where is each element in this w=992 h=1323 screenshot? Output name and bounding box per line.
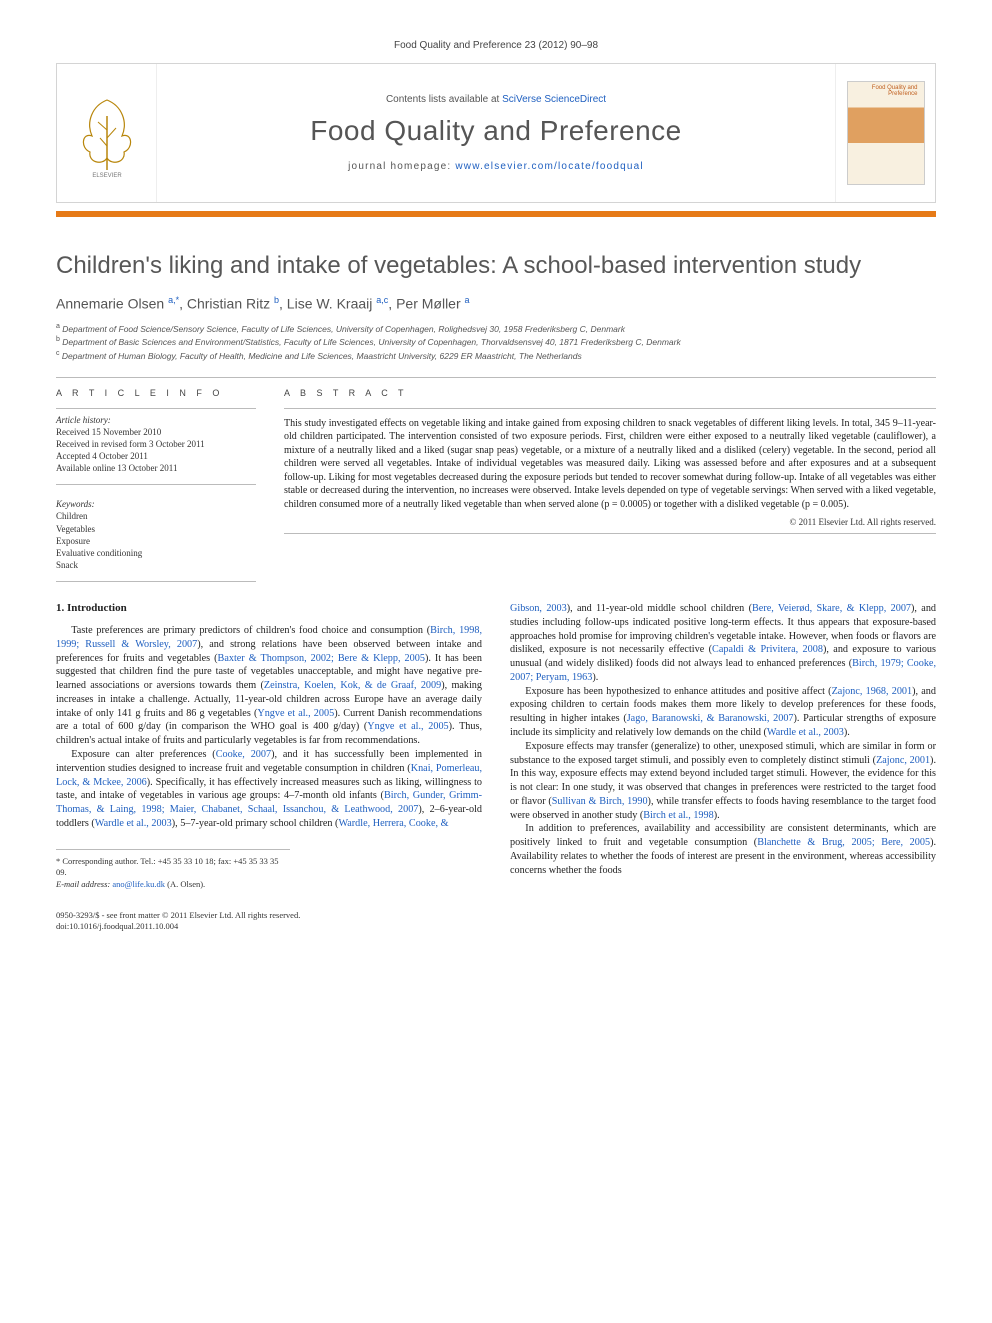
contents-lists-line: Contents lists available at SciVerse Sci… <box>386 94 606 105</box>
keyword: Evaluative conditioning <box>56 547 256 559</box>
affiliation: c Department of Human Biology, Faculty o… <box>56 349 936 363</box>
history-label: Article history: <box>56 415 256 425</box>
divider <box>56 484 256 485</box>
article-info-heading: A R T I C L E I N F O <box>56 388 256 398</box>
sciencedirect-link[interactable]: SciVerse ScienceDirect <box>502 94 606 105</box>
journal-banner: ELSEVIER Contents lists available at Sci… <box>56 63 936 203</box>
body-paragraph: Exposure has been hypothesized to enhanc… <box>510 685 936 740</box>
corresponding-author: * Corresponding author. Tel.: +45 35 33 … <box>56 856 290 879</box>
journal-homepage-link[interactable]: www.elsevier.com/locate/foodqual <box>455 161 643 172</box>
body-paragraph: Exposure can alter preferences (Cooke, 2… <box>56 748 482 831</box>
history-item: Received 15 November 2010 <box>56 426 256 438</box>
svg-text:ELSEVIER: ELSEVIER <box>92 173 122 178</box>
journal-cover-thumbnail-icon: Food Quality and Preference <box>847 81 925 185</box>
divider <box>56 408 256 409</box>
affiliation: b Department of Basic Sciences and Envir… <box>56 335 936 349</box>
keyword: Children <box>56 510 256 522</box>
keyword: Snack <box>56 559 256 571</box>
copyright-line: © 2011 Elsevier Ltd. All rights reserved… <box>284 517 936 527</box>
divider <box>284 408 936 409</box>
journal-homepage-line: journal homepage: www.elsevier.com/locat… <box>348 161 644 172</box>
corresponding-email: E-mail address: ano@life.ku.dk (A. Olsen… <box>56 879 290 890</box>
body-paragraph: Gibson, 2003), and 11-year-old middle sc… <box>510 602 936 685</box>
affiliations: a Department of Food Science/Sensory Sci… <box>56 322 936 363</box>
keyword: Exposure <box>56 535 256 547</box>
body-paragraph: Taste preferences are primary predictors… <box>56 624 482 748</box>
history-item: Accepted 4 October 2011 <box>56 450 256 462</box>
elsevier-tree-logo-icon: ELSEVIER <box>72 88 142 178</box>
email-link[interactable]: ano@life.ku.dk <box>112 879 165 889</box>
journal-title: Food Quality and Preference <box>310 115 681 147</box>
accent-bar <box>56 211 936 217</box>
history-item: Received in revised form 3 October 2011 <box>56 438 256 450</box>
keyword: Vegetables <box>56 523 256 535</box>
abstract-heading: A B S T R A C T <box>284 388 936 398</box>
body-paragraph: In addition to preferences, availability… <box>510 822 936 877</box>
publisher-logo-cell: ELSEVIER <box>57 64 157 202</box>
journal-cover-cell: Food Quality and Preference <box>835 64 935 202</box>
divider <box>284 533 936 534</box>
affiliation: a Department of Food Science/Sensory Sci… <box>56 322 936 336</box>
history-item: Available online 13 October 2011 <box>56 462 256 474</box>
divider <box>56 581 256 582</box>
body-paragraph: Exposure effects may transfer (generaliz… <box>510 740 936 823</box>
running-head: Food Quality and Preference 23 (2012) 90… <box>56 40 936 51</box>
divider <box>56 377 936 378</box>
author-list: Annemarie Olsen a,*, Christian Ritz b, L… <box>56 295 936 312</box>
keywords-label: Keywords: <box>56 499 256 509</box>
section-heading-introduction: 1. Introduction <box>56 602 482 614</box>
article-title: Children's liking and intake of vegetabl… <box>56 251 936 281</box>
doi-line: doi:10.1016/j.foodqual.2011.10.004 <box>56 921 482 932</box>
abstract-text: This study investigated effects on veget… <box>284 417 936 512</box>
front-matter-line: 0950-3293/$ - see front matter © 2011 El… <box>56 910 482 921</box>
